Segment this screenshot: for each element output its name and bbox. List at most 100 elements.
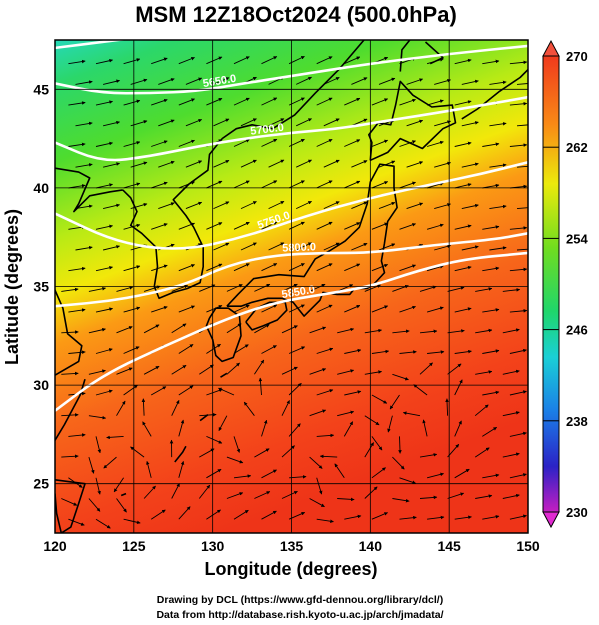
wind-arrow	[509, 390, 527, 396]
wind-arrow	[151, 98, 168, 106]
wind-arrow	[351, 160, 368, 168]
wind-arrow	[344, 263, 361, 272]
wind-arrow	[337, 369, 355, 375]
y-tick-label: 40	[33, 180, 49, 196]
wind-arrow	[516, 124, 528, 127]
wind-arrow	[316, 477, 323, 495]
wind-arrow	[254, 283, 271, 292]
wind-arrow	[213, 159, 230, 168]
wind-arrow	[447, 286, 465, 292]
wind-arrow	[344, 180, 361, 189]
wind-arrow	[454, 307, 472, 313]
wind-arrow	[392, 373, 409, 381]
wind-arrow	[68, 184, 86, 189]
wind-arrow	[178, 419, 185, 437]
wind-arrow	[123, 182, 141, 189]
wind-arrow	[323, 242, 340, 251]
wind-arrow	[323, 76, 340, 85]
wind-arrow	[143, 365, 160, 375]
wind-arrow	[143, 285, 161, 292]
wind-arrow	[474, 404, 489, 417]
wind-arrow	[319, 454, 338, 459]
wind-arrow	[268, 118, 285, 127]
wind-arrow	[206, 222, 223, 230]
wind-arrow	[61, 454, 79, 459]
wind-arrow	[334, 463, 345, 479]
wind-arrow	[102, 120, 120, 127]
wind-arrow	[240, 118, 257, 127]
wind-arrow	[482, 390, 500, 396]
wind-arrow	[309, 283, 326, 292]
wind-arrow	[123, 384, 138, 396]
contour-label: 5600.0	[108, 25, 143, 41]
wind-arrow	[240, 242, 257, 251]
wind-arrow	[434, 244, 451, 251]
wind-arrow	[61, 498, 78, 506]
x-axis-label: Longitude (degrees)	[204, 559, 377, 579]
wind-arrow	[406, 161, 424, 168]
wind-arrow	[316, 389, 334, 396]
wind-arrow	[95, 389, 113, 396]
wind-arrow	[344, 348, 362, 354]
wind-arrow	[461, 203, 479, 210]
wind-arrow	[130, 446, 145, 458]
wind-arrow	[95, 436, 102, 454]
wind-arrow	[281, 366, 298, 375]
wind-arrow	[130, 120, 148, 127]
wind-arrow	[434, 78, 451, 85]
wind-arrow	[316, 138, 333, 147]
wind-arrow	[482, 308, 500, 313]
wind-arrow	[102, 245, 120, 251]
wind-arrow	[289, 475, 307, 479]
wind-arrow	[426, 472, 444, 479]
wind-arrow	[233, 263, 250, 272]
wind-arrow	[178, 139, 195, 147]
wind-arrow	[426, 223, 444, 230]
lat-lon-grid	[55, 40, 528, 533]
wind-arrow	[454, 100, 472, 106]
wind-arrow	[233, 344, 249, 354]
wind-arrow	[88, 498, 101, 512]
wind-arrow	[427, 350, 445, 354]
wind-arrow	[447, 329, 465, 334]
coastline-segment	[120, 492, 127, 497]
wind-arrow	[130, 161, 148, 168]
wind-arrow	[489, 121, 507, 127]
wind-arrow	[419, 329, 438, 334]
wind-arrow	[427, 515, 445, 520]
y-tick-label: 45	[33, 81, 49, 97]
wind-arrow	[309, 368, 327, 375]
wind-arrow	[344, 139, 361, 147]
wind-arrow	[206, 468, 222, 479]
wind-arrow	[461, 245, 479, 251]
wind-arrow	[143, 485, 156, 499]
colorbar-upper-extension	[542, 39, 560, 57]
wind-arrow	[316, 180, 333, 189]
wind-arrow	[123, 99, 141, 106]
y-tick-label: 25	[33, 476, 49, 492]
wind-arrow	[392, 498, 410, 503]
wind-arrow	[482, 349, 500, 354]
wind-arrow	[106, 435, 124, 440]
wind-arrow	[68, 518, 85, 526]
wind-arrow	[226, 284, 243, 292]
wind-arrow	[130, 202, 148, 210]
wind-arrow	[482, 183, 500, 189]
wind-arrow	[389, 394, 400, 410]
wind-arrow	[185, 201, 203, 210]
wind-arrow	[243, 401, 255, 416]
wind-arrow	[445, 398, 449, 416]
wind-arrow	[454, 420, 462, 437]
wind-arrow	[309, 456, 323, 469]
wind-arrow	[461, 79, 479, 85]
colorbar: 230 238 246 254 262 270	[542, 39, 588, 529]
wind-arrow	[68, 308, 86, 313]
wind-arrow	[95, 100, 113, 106]
wind-arrow	[371, 181, 389, 189]
wind-arrow	[68, 59, 86, 65]
credit-drawing: Drawing by DCL (https://www.gfd-dennou.o…	[157, 594, 443, 606]
wind-arrow	[378, 160, 396, 168]
wind-arrow	[68, 433, 86, 437]
wind-arrow	[102, 203, 120, 210]
